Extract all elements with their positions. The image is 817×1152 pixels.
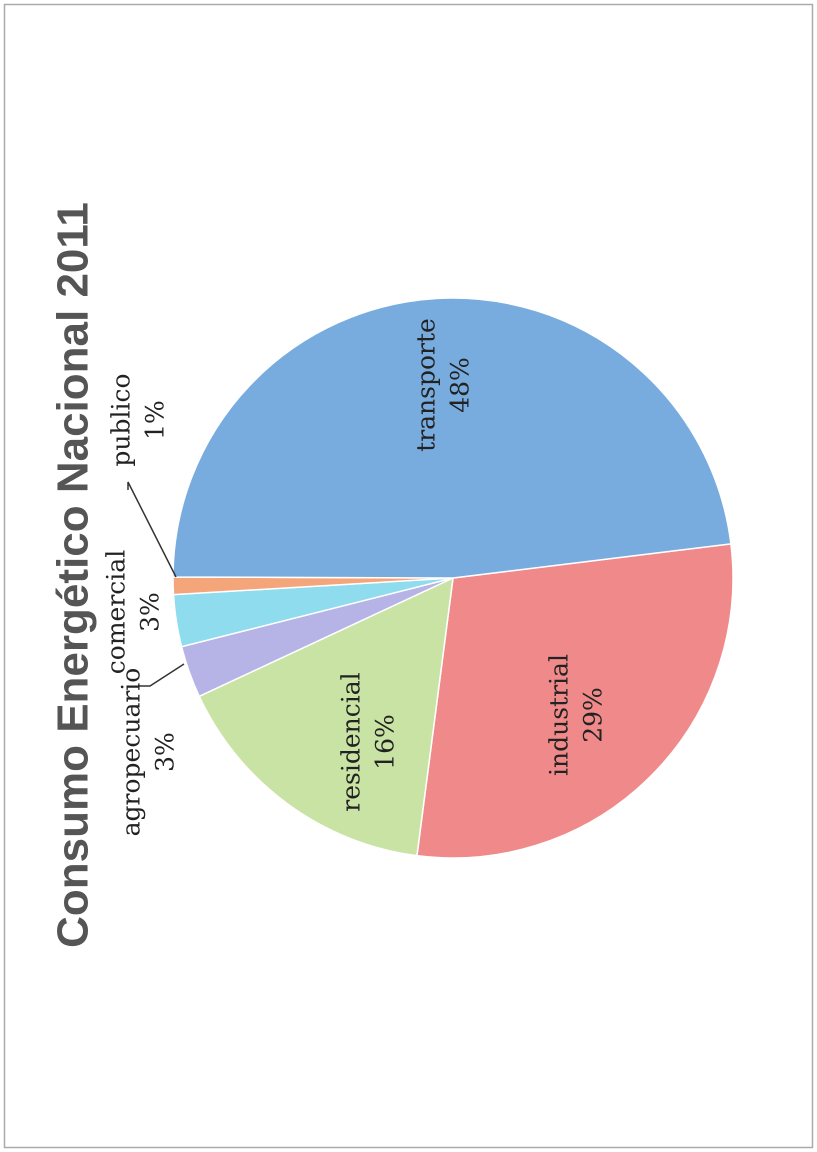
slice-label: residencial [337,672,366,811]
slice-value-label: 3% [151,732,180,772]
slice-label: comercial [102,550,131,674]
chart-title: Consumo Energético Nacional 2011 [49,202,98,948]
slice-value-label: 48% [446,357,475,413]
slice-value-label: 1% [141,400,170,440]
slice-value-label: 29% [579,687,608,743]
leader-line [138,663,185,687]
slice-label: transporte [412,318,441,452]
slice-label: agropecuario [117,668,146,837]
slice-label: industrial [545,654,574,776]
pie-slice [416,543,734,859]
slice-label: publico [107,373,136,466]
slice-value-label: 3% [136,592,165,632]
leader-line [127,481,177,578]
pie-slice [198,576,454,857]
pie [172,297,734,859]
slice-value-label: 16% [371,714,400,770]
pie-slice [172,297,732,579]
leader-lines [127,481,185,687]
frame [3,3,814,1149]
